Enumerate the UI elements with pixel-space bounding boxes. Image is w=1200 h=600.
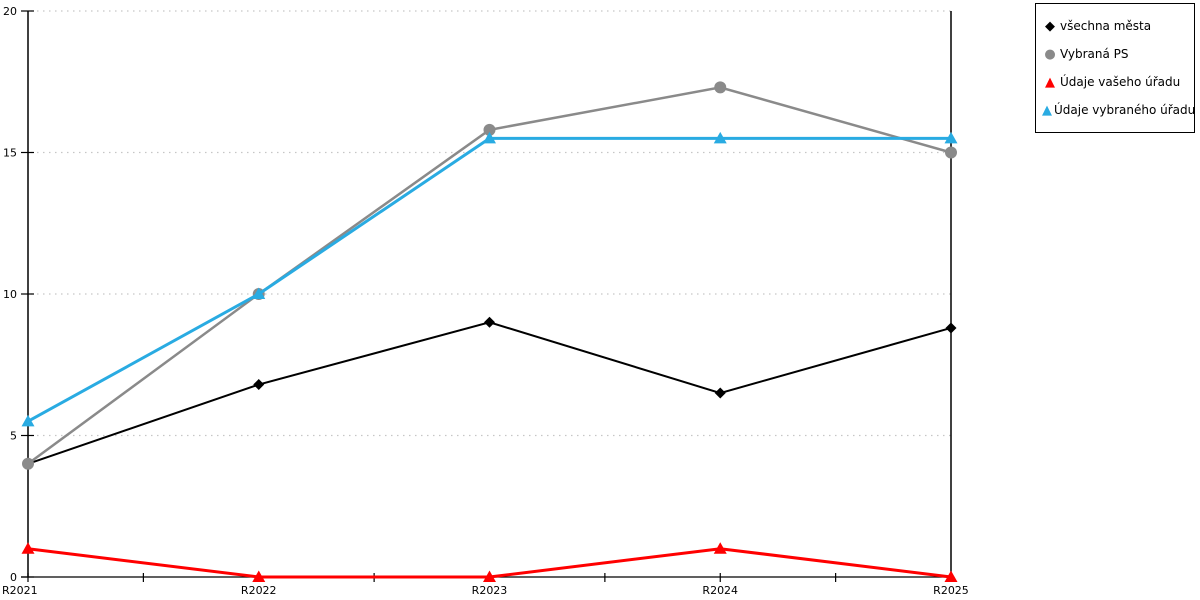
- y-tick-label: 15: [3, 147, 17, 160]
- legend-label: Údaje vybraného úřadu: [1054, 103, 1196, 117]
- legend-label: Údaje vašeho úřadu: [1060, 75, 1181, 89]
- legend-item-vsechna-mesta: ◆ všechna města: [1042, 12, 1188, 40]
- data-point: [253, 379, 265, 391]
- data-point: [944, 570, 958, 582]
- y-tick-label: 0: [10, 571, 17, 584]
- legend-label: všechna města: [1060, 19, 1152, 33]
- data-point: [483, 123, 496, 136]
- chart-legend: ◆ všechna města ● Vybraná PS ▲ Údaje vaš…: [1035, 3, 1195, 133]
- data-point: [944, 131, 958, 144]
- series-line: [27, 136, 951, 423]
- data-point: [21, 542, 35, 554]
- diamond-marker-icon: ◆: [1045, 18, 1055, 34]
- x-tick-label: R2022: [241, 584, 277, 597]
- y-tick-label: 20: [3, 5, 17, 18]
- data-point: [483, 570, 496, 582]
- x-tick-label: R2025: [933, 584, 969, 597]
- legend-label: Vybraná PS: [1060, 47, 1129, 61]
- triangle-marker-icon: ▲: [1045, 74, 1055, 90]
- data-point: [484, 316, 495, 328]
- data-point: [713, 131, 727, 144]
- data-point: [714, 81, 727, 94]
- data-point: [252, 287, 266, 299]
- x-tick-label: R2023: [472, 584, 508, 597]
- y-tick-label: 10: [3, 288, 17, 301]
- triangle-marker-icon: ▲: [1042, 102, 1052, 118]
- data-point: [945, 322, 957, 334]
- x-tick-label: R2021: [2, 584, 38, 597]
- data-point: [22, 457, 34, 470]
- y-tick-label: 5: [10, 430, 17, 443]
- data-point: [252, 570, 266, 582]
- data-point: [713, 542, 727, 554]
- data-point: [714, 387, 726, 399]
- data-point: [483, 131, 496, 144]
- legend-item-udaje-vybraneho-uradu: ▲ Údaje vybraného úřadu: [1042, 96, 1195, 124]
- legend-item-vybrana-ps: ● Vybraná PS: [1042, 40, 1188, 68]
- x-tick-label: R2024: [702, 584, 738, 597]
- series-line: [27, 86, 952, 465]
- data-point: [945, 146, 957, 159]
- legend-item-udaje-vaseho-uradu: ▲ Údaje vašeho úřadu: [1042, 68, 1188, 96]
- data-point: [21, 414, 35, 427]
- circle-marker-icon: ●: [1044, 46, 1056, 62]
